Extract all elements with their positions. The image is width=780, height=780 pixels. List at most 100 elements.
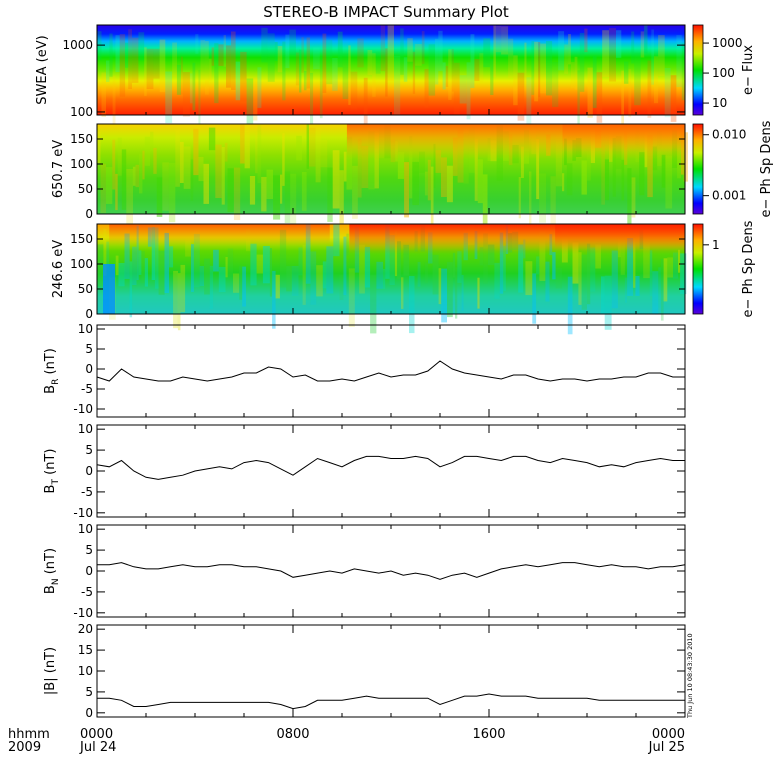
- heatmap-streak: [479, 53, 484, 82]
- heatmap-streak: [383, 268, 386, 289]
- heatmap-streak: [667, 257, 673, 278]
- heatmap-streak: [233, 273, 240, 293]
- heatmap-streak: [266, 169, 273, 199]
- heatmap-streak: [339, 170, 344, 230]
- heatmap-streak: [596, 72, 603, 123]
- heatmap-streak: [364, 246, 371, 288]
- colorbar-tick-label: 0.010: [712, 128, 746, 142]
- heatmap-streak: [299, 49, 302, 93]
- heatmap-streak: [350, 71, 358, 110]
- heatmap-streak: [136, 225, 139, 281]
- heatmap-streak: [558, 31, 565, 71]
- heatmap-streak: [279, 229, 287, 288]
- heatmap-streak: [368, 131, 375, 190]
- heatmap-streak: [477, 277, 480, 309]
- heatmap-streak: [409, 136, 413, 199]
- y-tick-label: 15: [78, 643, 93, 657]
- heatmap-streak: [215, 144, 222, 198]
- heatmap-streak: [295, 52, 300, 86]
- heatmap-streak: [190, 159, 194, 201]
- heatmap-streak: [658, 267, 661, 308]
- heatmap-streak: [240, 124, 245, 164]
- heatmap-streak: [115, 35, 120, 73]
- heatmap-streak: [627, 238, 634, 296]
- y-tick-label: 5: [85, 443, 93, 457]
- heatmap-streak: [269, 248, 272, 297]
- y-tick-label: -10: [73, 606, 93, 620]
- heatmap-streak: [529, 171, 532, 234]
- heatmap-streak: [282, 133, 285, 186]
- heatmap-streak: [536, 256, 540, 275]
- heatmap-streak: [448, 49, 452, 100]
- heatmap-streak: [343, 236, 347, 296]
- heatmap-streak: [199, 266, 204, 286]
- y-tick-label: 100: [70, 157, 93, 171]
- y-tick-label: 50: [78, 282, 93, 296]
- heatmap-streak: [306, 37, 310, 89]
- colorbar-tick-label: 10: [712, 96, 727, 110]
- heatmap-streak: [151, 227, 155, 280]
- heatmap-streak: [198, 156, 204, 182]
- heatmap-streak: [363, 77, 368, 133]
- heatmap-streak: [231, 31, 236, 90]
- heatmap-streak: [106, 241, 110, 270]
- heatmap-streak: [627, 168, 632, 231]
- heatmap-streak: [310, 72, 314, 134]
- heatmap-streak: [534, 41, 539, 102]
- heatmap-streak: [609, 28, 616, 82]
- colorbar-tick-label: 0.001: [712, 189, 746, 203]
- heatmap-streak: [394, 55, 401, 115]
- heatmap-streak: [587, 67, 593, 118]
- heatmap-streak: [555, 267, 562, 289]
- heatmap-streak: [647, 135, 653, 198]
- heatmap-streak: [124, 233, 130, 279]
- heatmap-streak: [275, 274, 280, 299]
- heatmap-streak: [374, 133, 379, 189]
- heatmap-streak: [538, 42, 541, 98]
- pad650-colorbar: [692, 123, 704, 215]
- heatmap-streak: [427, 159, 431, 201]
- bn-panel: -10 -5 0 5 10 BN (nT): [43, 522, 686, 620]
- heatmap-streak: [577, 70, 580, 132]
- y-tick-label: 100: [70, 105, 93, 119]
- heatmap-streak: [376, 261, 383, 289]
- heatmap-streak: [159, 39, 166, 93]
- bt-ylabel: BT (nT): [43, 449, 61, 494]
- heatmap-streak: [106, 167, 113, 204]
- heatmap-streak: [301, 172, 307, 211]
- heatmap-streak: [587, 243, 591, 305]
- heatmap-streak: [153, 147, 157, 174]
- heatmap-streak: [477, 159, 483, 204]
- br-frame: [96, 324, 686, 418]
- heatmap-streak: [144, 258, 148, 287]
- heatmap-streak: [663, 258, 668, 302]
- pad650-high-band: [562, 124, 685, 152]
- heatmap-streak: [590, 247, 596, 292]
- heatmap-streak: [142, 150, 145, 180]
- heatmap-streak: [284, 171, 291, 224]
- swea-heatmap-texture: [97, 25, 686, 138]
- colorbar-tick-label: 1: [712, 238, 720, 252]
- heatmap-streak: [649, 250, 653, 297]
- heatmap-streak: [273, 175, 281, 220]
- swea-colorbar-ticks: 10 100 1000: [703, 36, 743, 110]
- heatmap-streak: [403, 57, 408, 82]
- heatmap-streak: [156, 177, 163, 217]
- heatmap-streak: [289, 29, 296, 55]
- heatmap-streak: [526, 77, 532, 136]
- x-tick-label: 0000: [652, 727, 685, 742]
- heatmap-streak: [621, 70, 624, 125]
- heatmap-streak: [419, 151, 425, 173]
- heatmap-streak: [459, 75, 467, 104]
- heatmap-streak: [342, 53, 349, 99]
- heatmap-streak: [359, 244, 365, 294]
- heatmap-streak: [332, 57, 338, 91]
- y-tick-label: 0: [85, 564, 93, 578]
- heatmap-streak: [126, 169, 133, 231]
- heatmap-streak: [621, 159, 625, 201]
- heatmap-streak: [191, 244, 194, 292]
- pad246-low-patch: [103, 264, 115, 314]
- y-tick-label: -10: [73, 506, 93, 520]
- heatmap-streak: [604, 159, 609, 201]
- heatmap-streak: [483, 38, 491, 68]
